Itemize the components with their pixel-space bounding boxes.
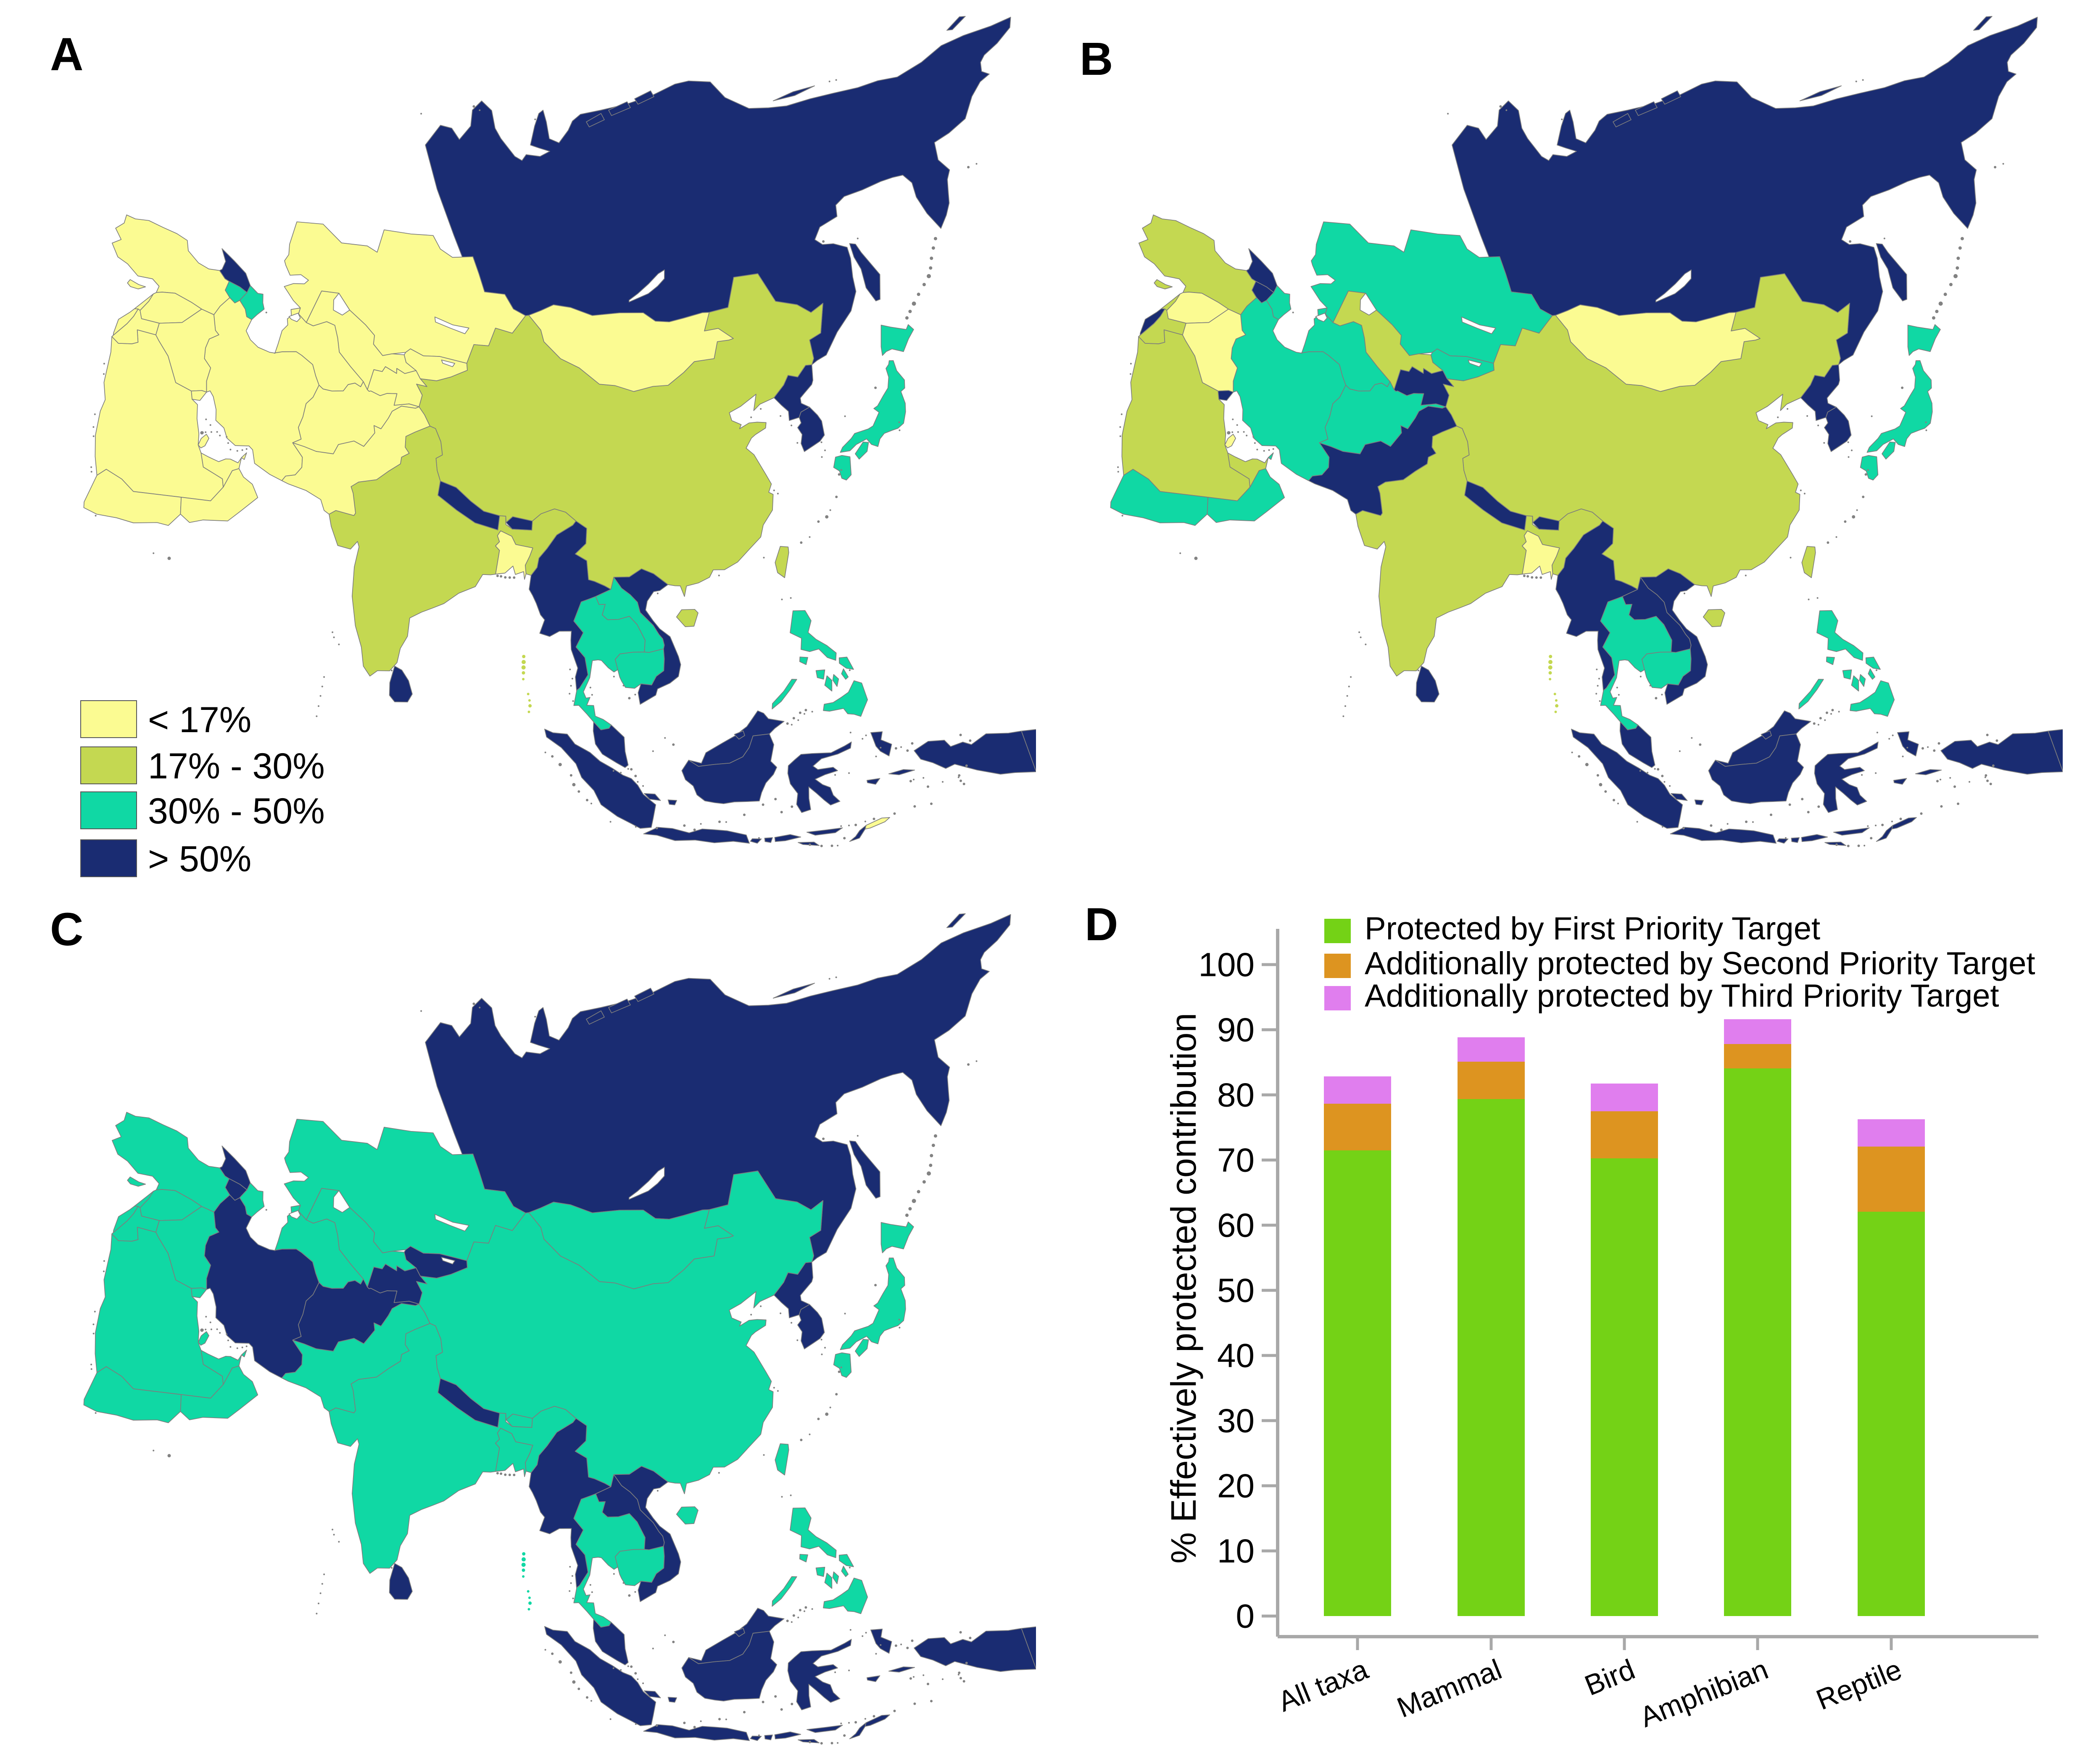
svg-text:Reptile: Reptile (1812, 1653, 1906, 1716)
svg-text:80: 80 (1217, 1076, 1255, 1114)
svg-text:0: 0 (1236, 1598, 1255, 1635)
svg-text:D: D (1085, 899, 1118, 950)
svg-text:Amphibian: Amphibian (1635, 1653, 1772, 1733)
svg-text:70: 70 (1217, 1142, 1255, 1179)
svg-text:30: 30 (1217, 1402, 1255, 1440)
svg-text:Bird: Bird (1580, 1653, 1640, 1702)
svg-text:20: 20 (1217, 1467, 1255, 1505)
svg-text:40: 40 (1217, 1337, 1255, 1374)
svg-text:Additionally protected by Thir: Additionally protected by Third Priority… (1365, 978, 1999, 1014)
svg-text:> 50%: > 50% (148, 839, 251, 879)
svg-text:Mammal: Mammal (1392, 1653, 1506, 1724)
svg-text:All taxa: All taxa (1273, 1653, 1372, 1718)
svg-text:90: 90 (1217, 1011, 1255, 1049)
svg-text:17% - 30%: 17% - 30% (148, 746, 325, 786)
svg-text:C: C (50, 904, 83, 955)
svg-text:100: 100 (1199, 946, 1255, 984)
svg-text:B: B (1080, 33, 1113, 85)
svg-text:60: 60 (1217, 1207, 1255, 1244)
svg-text:10: 10 (1217, 1532, 1255, 1570)
svg-text:Additionally protected by Seco: Additionally protected by Second Priorit… (1365, 946, 2035, 981)
svg-text:% Effectively protected contri: % Effectively protected contribution (1164, 1013, 1203, 1564)
svg-text:30% - 50%: 30% - 50% (148, 791, 325, 831)
svg-text:50: 50 (1217, 1272, 1255, 1309)
svg-text:Protected by First Priority Ta: Protected by First Priority Target (1365, 911, 1820, 947)
svg-text:A: A (50, 29, 83, 80)
svg-text:< 17%: < 17% (148, 700, 251, 740)
